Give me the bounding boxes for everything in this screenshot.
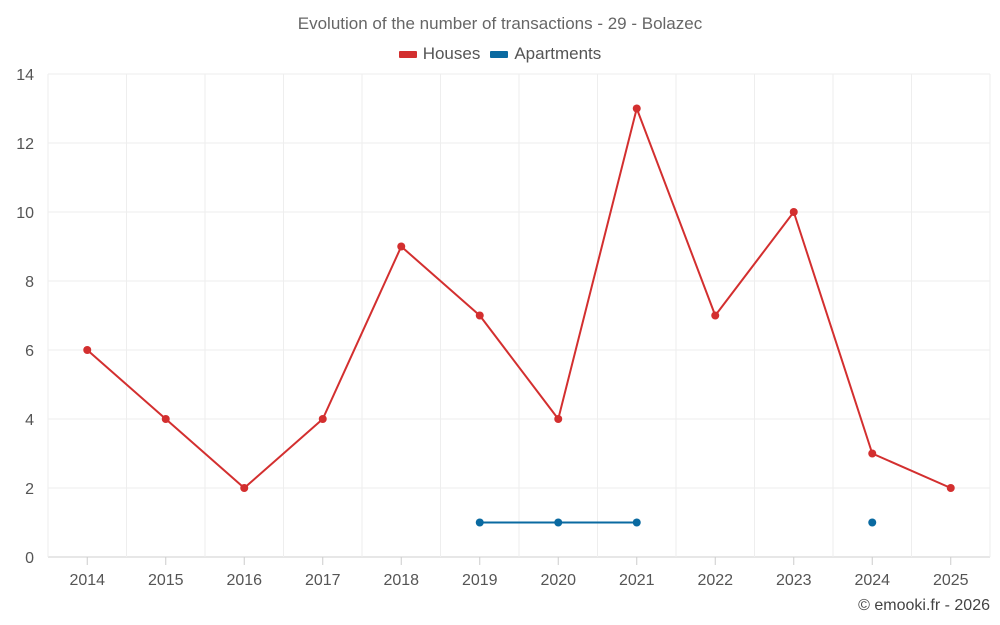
data-point-houses[interactable] — [318, 415, 327, 423]
legend-label-houses: Houses — [422, 44, 481, 63]
data-point-houses[interactable] — [475, 311, 484, 320]
data-point-houses[interactable] — [161, 415, 170, 423]
data-point-houses[interactable] — [946, 484, 955, 492]
x-tick-label: 2015 — [148, 572, 184, 589]
y-tick-label: 6 — [25, 343, 34, 360]
y-tick-label: 12 — [16, 136, 34, 153]
x-tick-label: 2022 — [697, 572, 733, 589]
legend-item-houses[interactable]: Houses — [398, 44, 481, 64]
data-point-houses[interactable] — [240, 484, 249, 492]
data-point-houses[interactable] — [789, 208, 798, 216]
x-tick-label: 2020 — [540, 572, 576, 589]
data-point-apartments[interactable] — [632, 518, 641, 527]
y-tick-label: 4 — [25, 412, 34, 429]
x-tick-label: 2016 — [226, 572, 262, 589]
x-tick-label: 2014 — [69, 572, 105, 589]
series-line-houses — [86, 107, 952, 489]
y-tick-label: 8 — [25, 274, 34, 291]
data-point-houses[interactable] — [397, 242, 406, 251]
y-tick-label: 10 — [16, 205, 34, 222]
legend-label-apartments: Apartments — [514, 44, 602, 63]
y-tick-label: 2 — [25, 481, 34, 498]
data-point-houses[interactable] — [711, 311, 720, 320]
data-point-apartments[interactable] — [554, 518, 563, 527]
legend: Houses Apartments — [0, 44, 1000, 64]
y-tick-label: 0 — [25, 550, 34, 567]
x-tick-label: 2019 — [462, 572, 498, 589]
x-tick-label: 2021 — [619, 572, 655, 589]
data-point-apartments[interactable] — [868, 518, 877, 527]
data-point-houses[interactable] — [632, 104, 641, 113]
chart-title: Evolution of the number of transactions … — [297, 14, 703, 33]
x-tick-label: 2025 — [933, 572, 969, 589]
credits[interactable]: © emooki.fr - 2026 — [858, 597, 990, 614]
legend-swatch-apartments — [490, 50, 509, 58]
x-tick-label: 2023 — [776, 572, 812, 589]
legend-item-apartments[interactable]: Apartments — [490, 44, 601, 64]
data-point-houses[interactable] — [554, 415, 563, 423]
data-point-apartments[interactable] — [475, 518, 484, 527]
data-point-houses[interactable] — [83, 346, 92, 354]
x-tick-label: 2018 — [383, 572, 419, 589]
legend-swatch-houses — [398, 50, 417, 58]
x-tick-label: 2024 — [854, 572, 890, 589]
data-point-houses[interactable] — [868, 449, 877, 458]
y-tick-label: 14 — [16, 67, 34, 84]
x-tick-label: 2017 — [305, 572, 341, 589]
